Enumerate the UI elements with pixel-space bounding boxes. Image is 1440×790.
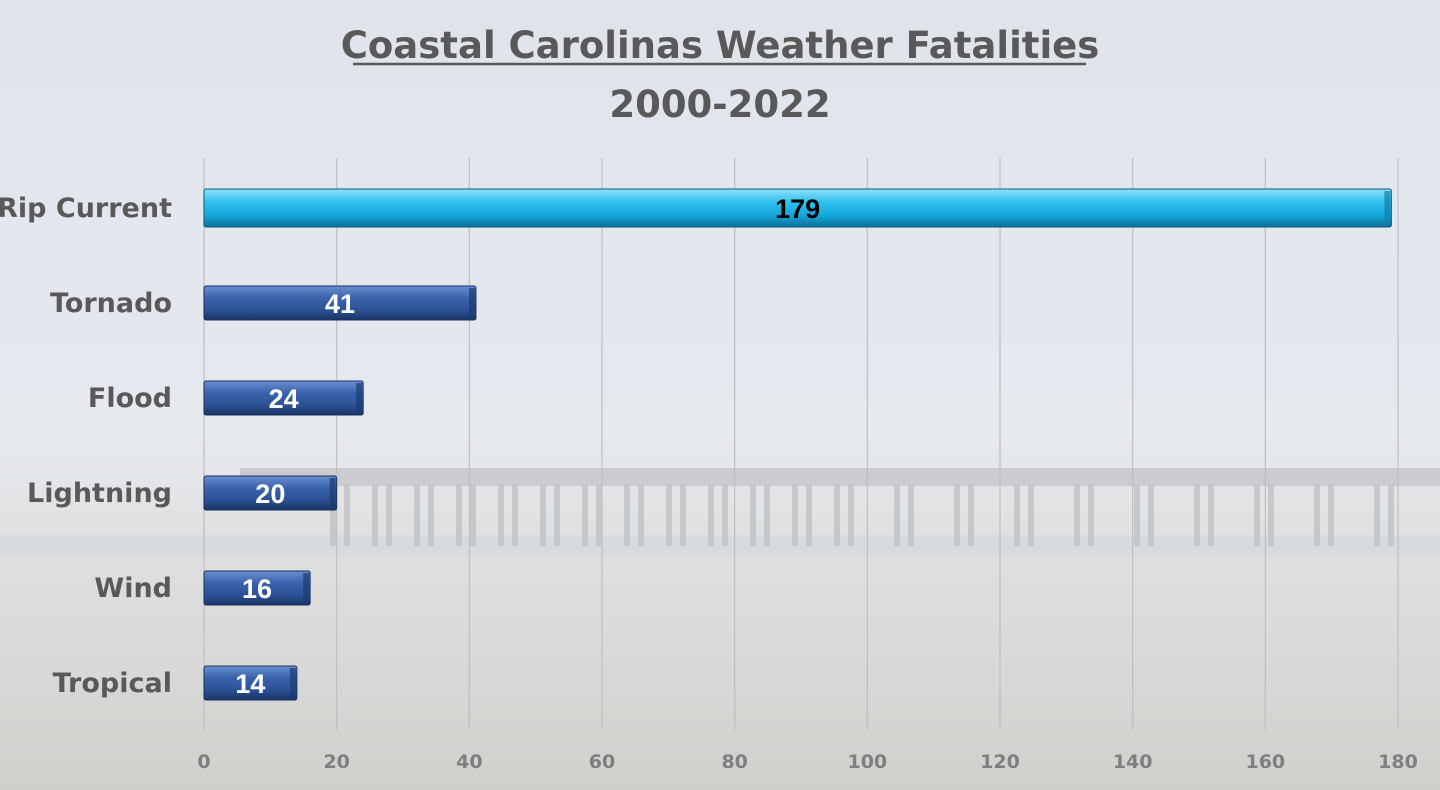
- background-beach-pier-image: [0, 468, 1440, 790]
- tick-label-0: 0: [197, 751, 210, 773]
- data-label-flood: 24: [269, 384, 299, 414]
- tick-label-40: 40: [456, 751, 482, 773]
- category-label-tornado: Tornado: [50, 288, 172, 319]
- data-label-wind: 16: [242, 574, 272, 604]
- x-axis-tick-labels: 0 20 40 60 80 100 120 140 160 180: [197, 751, 1417, 773]
- tick-label-120: 120: [980, 751, 1020, 773]
- chart-subtitle: 2000-2022: [609, 83, 830, 126]
- category-label-rip-current: Rip Current: [0, 193, 172, 224]
- bar-flood: [203, 380, 364, 416]
- data-labels: 179 41 24 20 16 14: [235, 194, 820, 699]
- bar-bevel-lightning: [329, 478, 336, 508]
- tick-label-80: 80: [721, 751, 747, 773]
- tick-label-20: 20: [323, 751, 349, 773]
- bar-bevel-wind: [303, 573, 310, 603]
- chart-title: Coastal Carolinas Weather Fatalities: [341, 24, 1100, 67]
- category-label-wind: Wind: [94, 573, 172, 604]
- gridlines: [203, 158, 1399, 730]
- category-label-tropical: Tropical: [53, 668, 172, 699]
- data-label-tornado: 41: [325, 289, 355, 319]
- bar-lightning: [203, 475, 338, 511]
- bar-bevel-rip-current: [1384, 191, 1391, 225]
- tick-label-100: 100: [847, 751, 887, 773]
- data-label-tropical: 14: [235, 669, 265, 699]
- bar-bevel-tornado: [468, 288, 475, 318]
- data-label-rip-current: 179: [775, 194, 820, 224]
- category-label-lightning: Lightning: [27, 478, 172, 509]
- bar-tornado: [203, 285, 477, 321]
- tick-label-180: 180: [1378, 751, 1418, 773]
- tick-label-160: 160: [1245, 751, 1285, 773]
- bar-rip-current: [203, 188, 1392, 228]
- category-labels: Rip Current Tornado Flood Lightning Wind Trop…: [0, 193, 172, 699]
- bar-bevel-tropical: [289, 668, 296, 698]
- bar-wind: [203, 570, 311, 606]
- bar-tropical: [203, 665, 298, 701]
- bars: [203, 188, 1392, 701]
- bar-bevel-flood: [356, 383, 363, 413]
- category-label-flood: Flood: [88, 383, 172, 414]
- tick-label-140: 140: [1113, 751, 1153, 773]
- data-label-lightning: 20: [255, 479, 285, 509]
- tick-label-60: 60: [589, 751, 615, 773]
